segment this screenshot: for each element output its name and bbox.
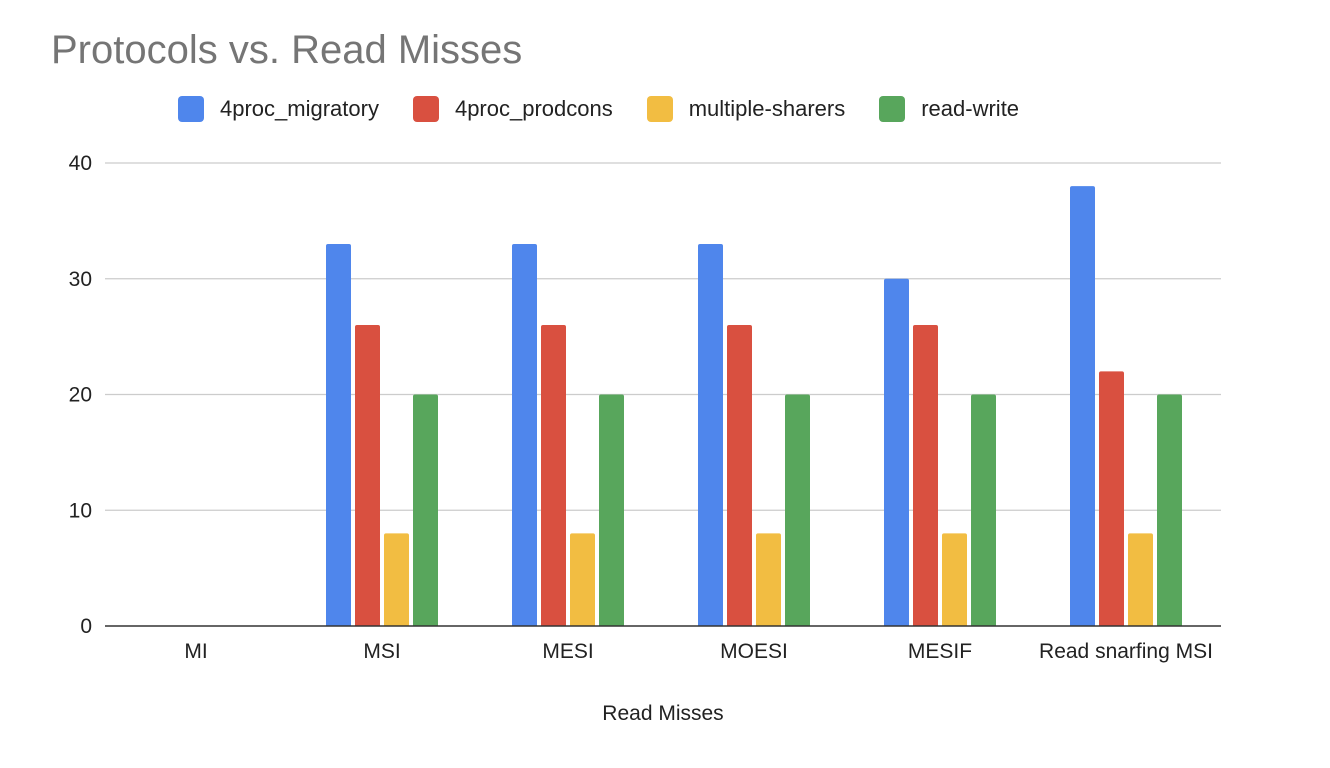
bar-4proc-migratory-moesi: [698, 244, 723, 626]
bar-4proc-prodcons-read-snarfing-msi: [1099, 371, 1124, 626]
legend-swatch-4proc-migratory: [178, 96, 204, 122]
bar-4proc-migratory-read-snarfing-msi: [1070, 186, 1095, 626]
legend-item-4proc-migratory[interactable]: 4proc_migratory: [178, 96, 379, 122]
legend-label-read-write: read-write: [921, 96, 1020, 121]
bar-multiple-sharers-read-snarfing-msi: [1128, 533, 1153, 626]
x-tick-label-moesi: MOESI: [720, 640, 788, 663]
x-tick-label-read-snarfing-msi: Read snarfing MSI: [1039, 640, 1213, 663]
chart-title: Protocols vs. Read Misses: [51, 28, 523, 72]
bar-multiple-sharers-mesif: [942, 533, 967, 626]
y-tick-label-40: 40: [69, 152, 92, 175]
x-axis-title: Read Misses: [602, 702, 723, 725]
bar-read-write-read-snarfing-msi: [1157, 394, 1182, 626]
legend-item-4proc-prodcons[interactable]: 4proc_prodcons: [412, 96, 613, 122]
legend-label-multiple-sharers: multiple-sharers: [688, 96, 846, 121]
bar-4proc-prodcons-moesi: [727, 325, 752, 626]
x-tick-label-msi: MSI: [363, 640, 400, 663]
legend-label-4proc-migratory: 4proc_migratory: [220, 96, 379, 121]
bar-4proc-migratory-mesif: [884, 278, 909, 626]
bar-4proc-prodcons-mesi: [541, 325, 566, 626]
y-tick-label-30: 30: [69, 268, 92, 291]
legend-swatch-multiple-sharers: [646, 96, 673, 122]
bar-read-write-mesif: [971, 394, 996, 626]
x-tick-label-mesi: MESI: [542, 640, 593, 663]
bar-multiple-sharers-mesi: [570, 533, 595, 626]
bar-read-write-moesi: [785, 394, 810, 626]
legend-item-multiple-sharers[interactable]: multiple-sharers: [646, 96, 846, 122]
legend-label-4proc-prodcons: 4proc_prodcons: [454, 96, 613, 121]
bar-4proc-migratory-msi: [326, 244, 351, 626]
legend-swatch-4proc-prodcons: [412, 96, 439, 122]
y-tick-label-10: 10: [69, 499, 92, 522]
y-tick-label-0: 0: [80, 615, 92, 638]
bar-read-write-msi: [413, 394, 438, 626]
bar-multiple-sharers-moesi: [756, 533, 781, 626]
bar-read-write-mesi: [599, 394, 624, 626]
bar-4proc-prodcons-mesif: [913, 325, 938, 626]
y-tick-label-20: 20: [69, 384, 92, 407]
legend-item-read-write[interactable]: read-write: [879, 96, 1019, 122]
x-tick-label-mesif: MESIF: [908, 640, 972, 663]
chart-legend: 4proc_migratory 4proc_prodcons multiple-…: [178, 96, 1053, 122]
bar-4proc-prodcons-msi: [355, 325, 380, 626]
legend-swatch-read-write: [879, 96, 906, 122]
x-tick-label-mi: MI: [184, 640, 207, 663]
bar-4proc-migratory-mesi: [512, 244, 537, 626]
bar-multiple-sharers-msi: [384, 533, 409, 626]
